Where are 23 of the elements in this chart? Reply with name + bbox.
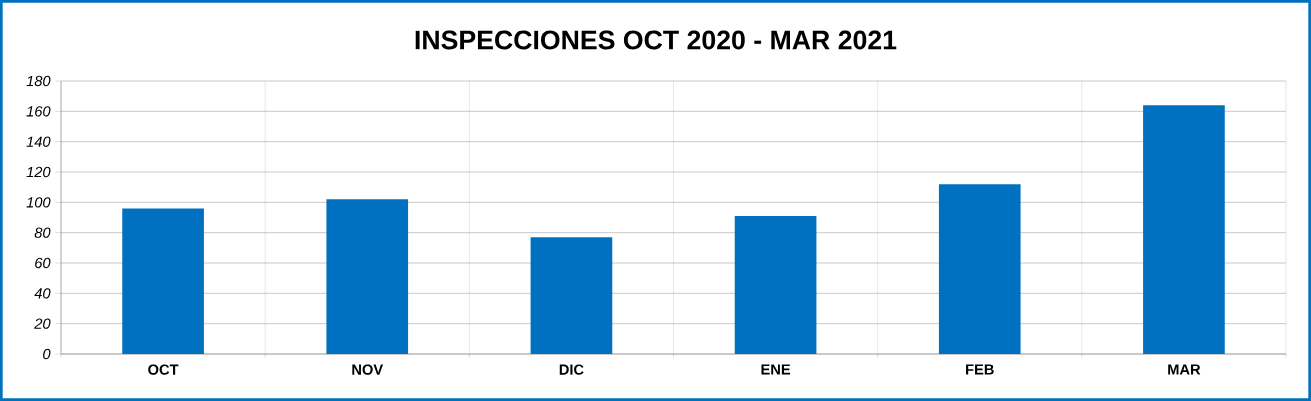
x-tick-label: ENE bbox=[761, 364, 791, 375]
x-tick-label: OCT bbox=[148, 364, 179, 375]
x-tick-label: FEB bbox=[966, 364, 994, 375]
bar bbox=[122, 208, 204, 354]
bar bbox=[734, 215, 817, 354]
bar bbox=[1143, 105, 1225, 354]
x-tick-label: MAR bbox=[1168, 364, 1201, 375]
y-tick-label: 60 bbox=[35, 257, 51, 269]
x-tick-label: DIC bbox=[559, 364, 584, 375]
y-tick-label: 180 bbox=[26, 75, 51, 87]
bar bbox=[530, 237, 613, 354]
bar bbox=[326, 199, 409, 354]
y-tick-label: 20 bbox=[34, 318, 51, 329]
chart-title: INSPECCIONES OCT 2020 - MAR 2021 bbox=[415, 30, 897, 50]
y-tick-label: 0 bbox=[43, 348, 51, 360]
x-tick-label: NOV bbox=[352, 364, 384, 375]
y-tick-label: 160 bbox=[26, 106, 51, 117]
y-tick-label: 40 bbox=[34, 288, 51, 299]
y-tick-label: 140 bbox=[26, 136, 51, 147]
y-tick-label: 100 bbox=[26, 197, 51, 208]
bar bbox=[938, 184, 1021, 354]
y-tick-label: 120 bbox=[26, 166, 51, 178]
y-tick-label: 80 bbox=[34, 227, 51, 238]
